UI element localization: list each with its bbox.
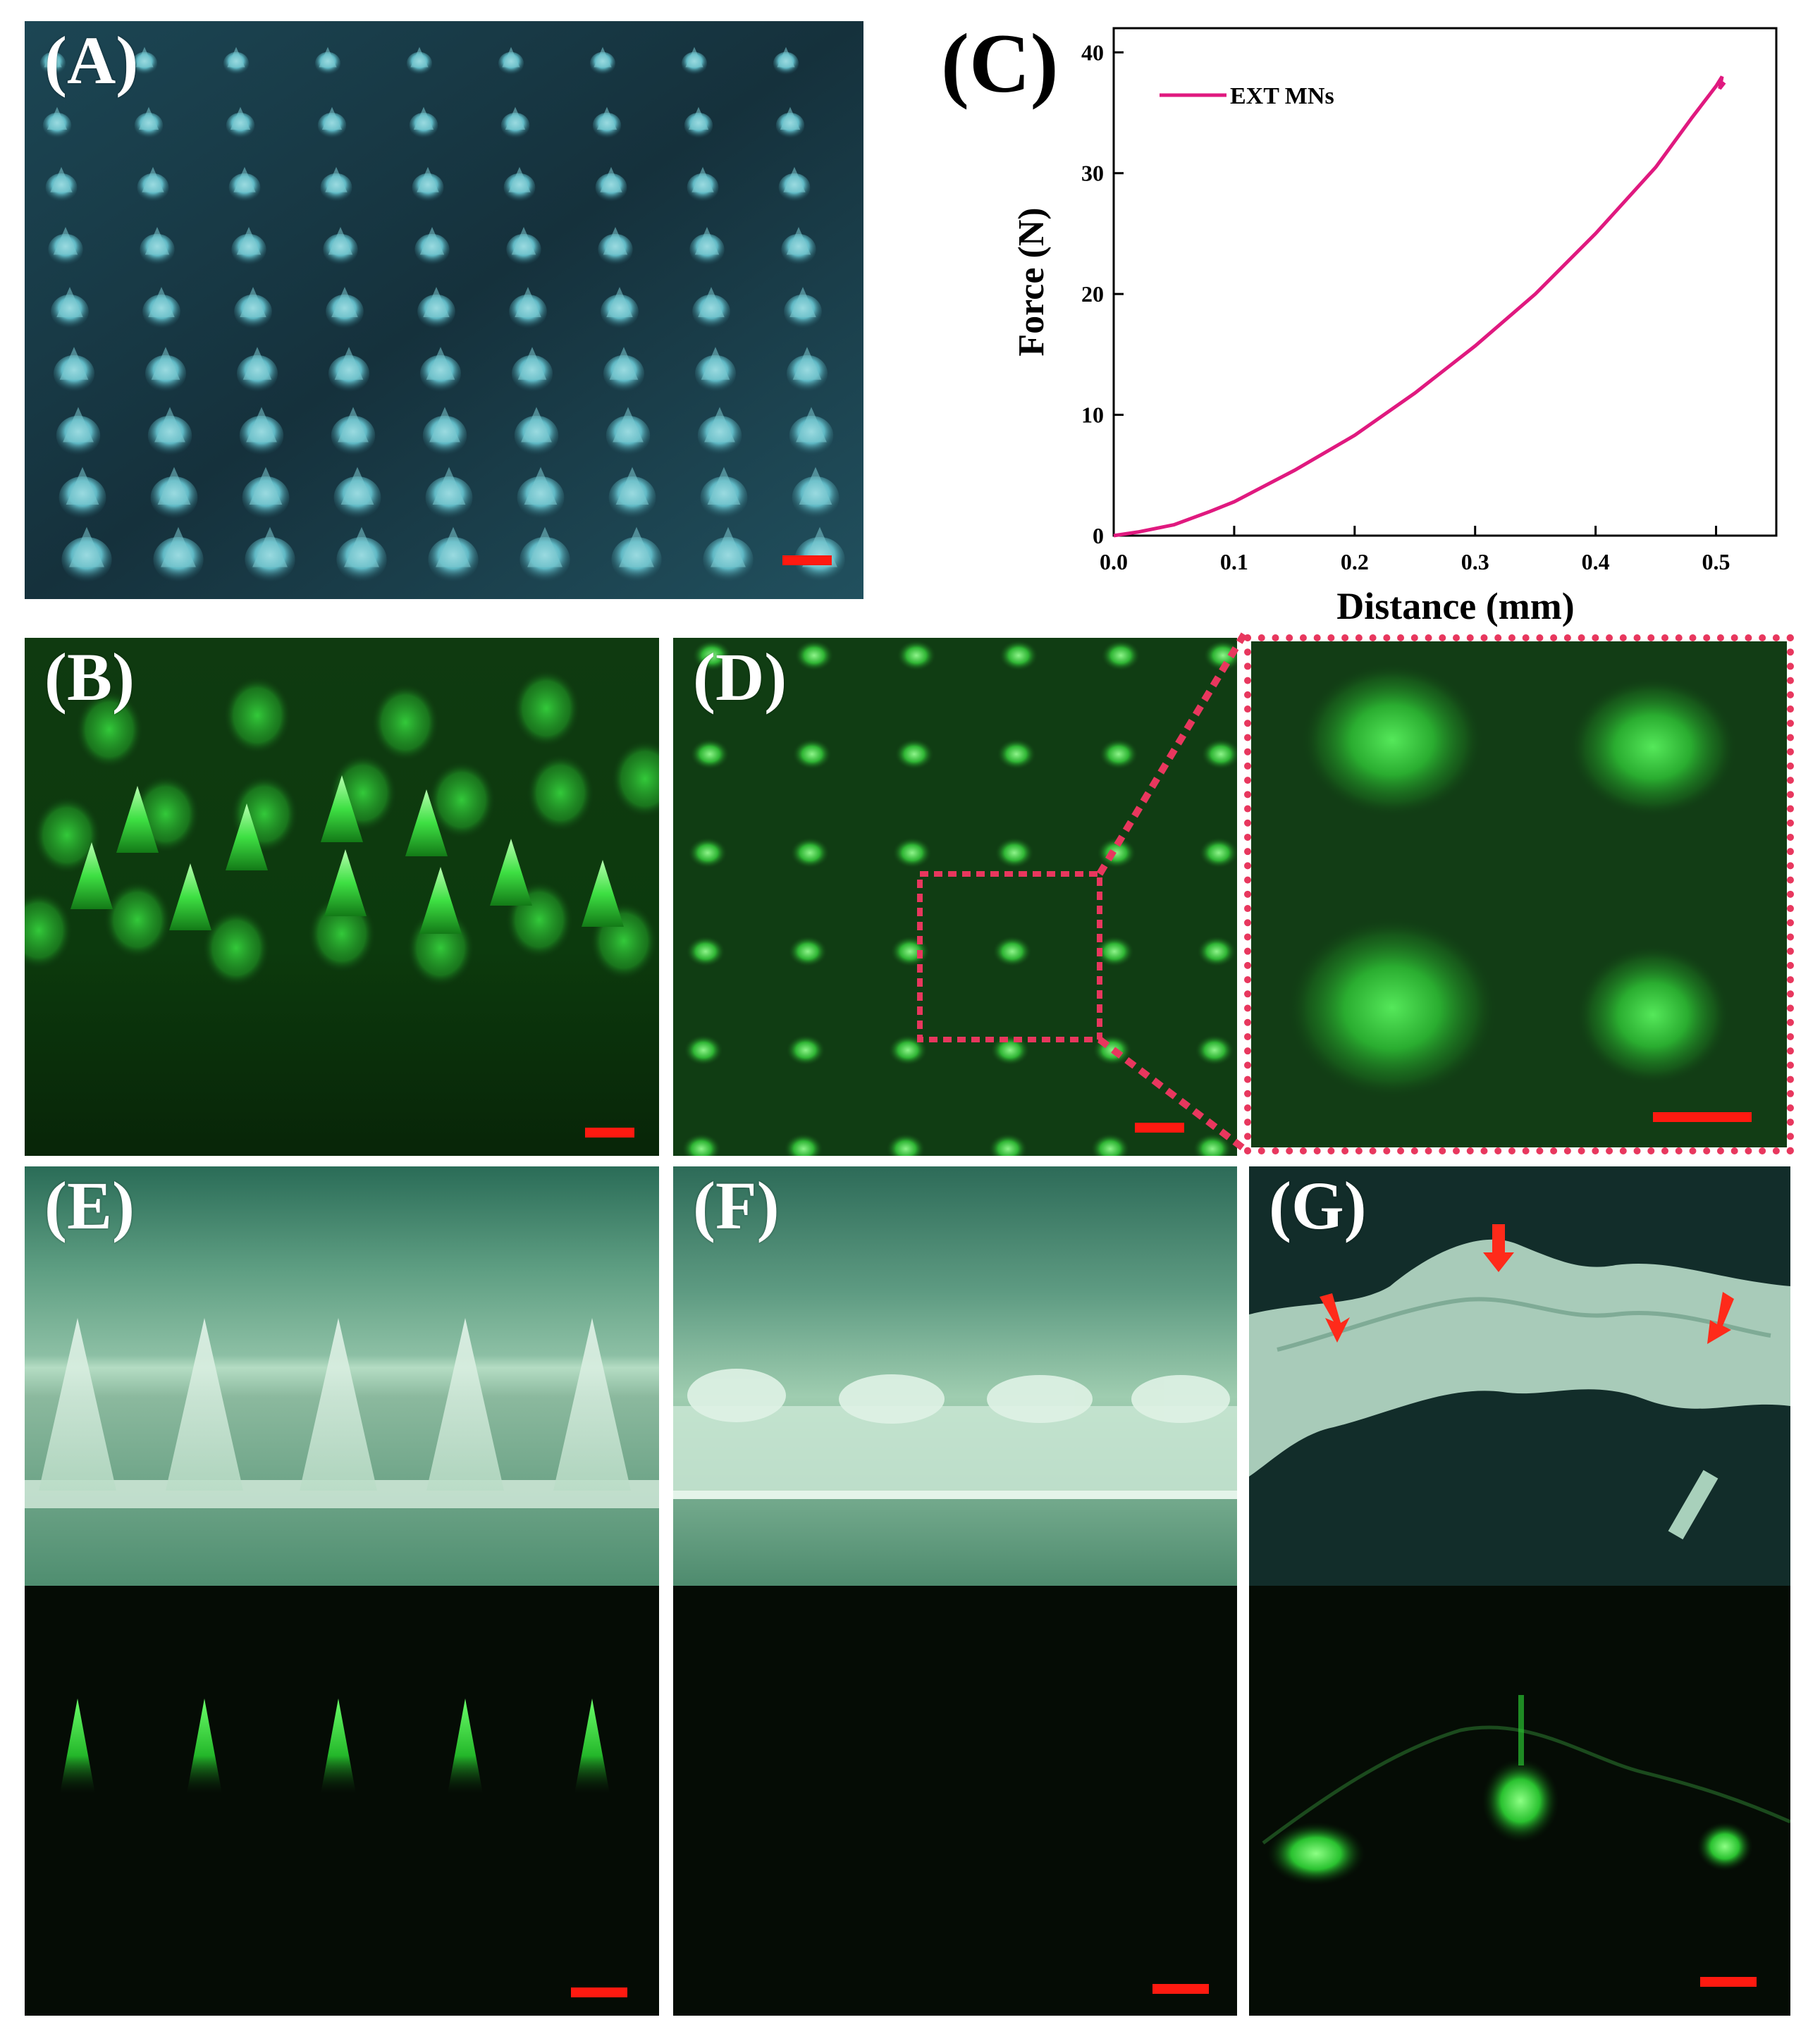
panel-a-scale-bar xyxy=(782,555,832,565)
panel-g-image xyxy=(1249,1166,1790,2016)
panel-d-zoom-inset xyxy=(1244,634,1794,1154)
y-tick-label: 0 xyxy=(1093,523,1104,548)
panel-a-microneedle-photo: (A) xyxy=(25,21,863,599)
panel-d-zoom-scale-bar xyxy=(1653,1112,1752,1122)
force-distance-chart: 0.0 0.1 0.2 0.3 0.4 0.5 0 10 20 30 40 EXT MNs Dist… xyxy=(1012,27,1778,627)
panel-b-label: (B) xyxy=(44,639,135,715)
panel-e-needle-side-view: (E) xyxy=(25,1166,659,2016)
x-tick-label: 0.4 xyxy=(1582,549,1610,574)
x-tick-label: 0.3 xyxy=(1461,549,1489,574)
y-tick-label: 30 xyxy=(1081,161,1104,186)
legend-label: EXT MNs xyxy=(1230,83,1334,109)
x-tick-label: 0.5 xyxy=(1702,549,1730,574)
panel-g-label: (G) xyxy=(1269,1168,1367,1243)
y-tick-label: 40 xyxy=(1081,39,1104,65)
panel-f-image xyxy=(673,1166,1237,2016)
panel-e-image xyxy=(25,1166,659,2016)
panel-g-scale-bar xyxy=(1700,1977,1757,1987)
y-tick-label: 10 xyxy=(1081,402,1104,428)
y-tick-label: 20 xyxy=(1081,281,1104,307)
panel-d-zoom-image xyxy=(1251,641,1787,1147)
panel-b-fluorescent-needles: (B) xyxy=(25,638,659,1156)
chart-axes xyxy=(1112,27,1778,537)
x-tick-label: 0.0 xyxy=(1100,549,1128,574)
x-axis-label: Distance (mm) xyxy=(1336,585,1574,627)
panel-c-label: (C) xyxy=(941,16,1059,110)
panel-f-dissolved-needles: (F) xyxy=(673,1166,1237,2016)
x-tick-label: 0.1 xyxy=(1220,549,1248,574)
panel-b-image xyxy=(25,638,659,1156)
panel-e-scale-bar xyxy=(571,1987,627,1997)
panel-a-label: (A) xyxy=(44,23,139,98)
x-tick-label: 0.2 xyxy=(1341,549,1369,574)
panel-g-skin-section: (G) xyxy=(1249,1166,1790,2016)
panel-f-label: (F) xyxy=(693,1168,780,1243)
panel-d-scale-bar xyxy=(1135,1123,1184,1133)
series-line-ext-mns xyxy=(1113,75,1726,538)
panel-a-image xyxy=(25,21,863,599)
chart-legend: EXT MNs xyxy=(1160,83,1334,109)
y-axis-label: Force (N) xyxy=(1012,207,1052,356)
plot-frame xyxy=(1112,27,1778,537)
panel-b-scale-bar xyxy=(585,1128,634,1138)
zoom-box-small xyxy=(917,871,1102,1042)
panel-d-label: (D) xyxy=(693,639,787,715)
panel-e-label: (E) xyxy=(44,1168,135,1243)
panel-f-scale-bar xyxy=(1152,1984,1209,1994)
